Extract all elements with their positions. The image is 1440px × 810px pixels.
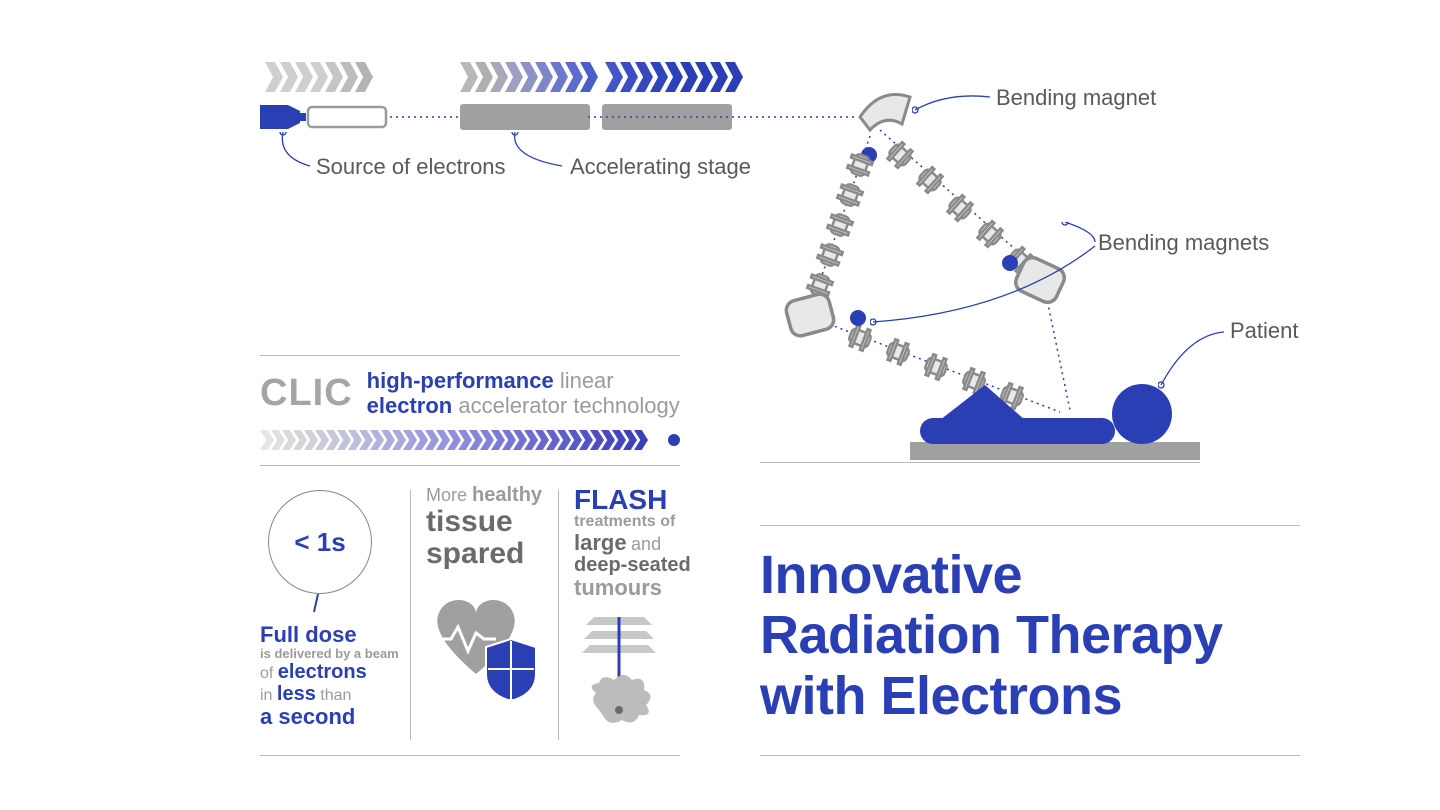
col3-l5: tumours: [574, 576, 704, 599]
col2-l1a: More: [426, 485, 472, 505]
accelerator-block-1: [460, 104, 590, 130]
clic-gray-1: linear: [560, 368, 614, 393]
badge-pointer: [310, 594, 330, 618]
leader-accel: [510, 132, 570, 172]
col2-l3: spared: [426, 538, 556, 570]
col3-l2: treatments of: [574, 514, 704, 531]
clic-logo: CLIC: [260, 372, 353, 415]
title-l1: Innovative: [760, 545, 1223, 605]
title-bottom-divider: [760, 755, 1300, 756]
vdiv1: [410, 490, 411, 740]
patient-baseline: [760, 462, 1200, 463]
source-chevrons: [265, 62, 370, 92]
title-l2: Radiation Therapy: [760, 605, 1223, 665]
col3-l1: FLASH: [574, 485, 704, 514]
leader-magnets: [870, 222, 1100, 342]
col1-line5: a second: [260, 705, 400, 729]
flash-depth-icon: [574, 607, 674, 727]
accel-chevrons: [460, 62, 740, 92]
title-l3: with Electrons: [760, 666, 1223, 726]
heart-shield-icon: [426, 589, 546, 699]
col2-l1b: healthy: [472, 484, 542, 506]
source-label: Source of electrons: [316, 154, 506, 180]
vdiv2: [558, 490, 559, 740]
badge-1s: < 1s: [268, 490, 372, 594]
leader-patient: [1158, 330, 1228, 390]
patient-label: Patient: [1230, 318, 1299, 344]
clic-chevrons: [260, 430, 645, 450]
magnet-dot-3: [850, 310, 866, 326]
cols-bottom-divider: [260, 755, 680, 756]
bending-magnet-label: Bending magnet: [996, 85, 1156, 111]
col1-line4b: less: [277, 683, 316, 705]
clic-tagline: high-performance linear electron acceler…: [367, 368, 680, 419]
clic-bold-1: high-performance: [367, 368, 554, 393]
main-title: Innovative Radiation Therapy with Electr…: [760, 545, 1223, 726]
col3-l4: deep-seated: [574, 555, 704, 576]
leader-magnet-top: [912, 92, 992, 122]
col3: FLASH treatments of large and deep-seate…: [574, 485, 704, 732]
clic-row: CLIC high-performance linear electron ac…: [260, 368, 680, 419]
accel-label: Accelerating stage: [570, 154, 751, 180]
bending-magnets-label: Bending magnets: [1098, 230, 1269, 256]
col1-line3b: electrons: [278, 661, 367, 683]
col1-line2: is delivered by a beam: [260, 647, 400, 661]
beam-dotted-1: [390, 115, 460, 119]
title-top-divider: [760, 525, 1300, 526]
clic-bold-2: electron: [367, 393, 453, 418]
clic-gray-2: accelerator technology: [458, 393, 679, 418]
col1-line4c: than: [320, 687, 351, 704]
col3-l3b: and: [631, 534, 661, 554]
col1: < 1s Full dose is delivered by a beam of…: [260, 490, 400, 730]
col2-l2: tissue: [426, 506, 556, 538]
clic-top-divider: [260, 355, 680, 356]
col1-line4a: in: [260, 687, 277, 704]
clic-arrow-dot: [668, 434, 680, 446]
col1-line1: Full dose: [260, 623, 400, 647]
patient-icon: [910, 370, 1200, 465]
clic-bottom-divider: [260, 465, 680, 466]
col2: More healthy tissue spared: [426, 485, 556, 704]
col3-l3a: large: [574, 530, 627, 555]
leader-source: [278, 132, 318, 172]
col1-line3a: of: [260, 665, 278, 682]
badge-1s-text: < 1s: [294, 527, 345, 558]
